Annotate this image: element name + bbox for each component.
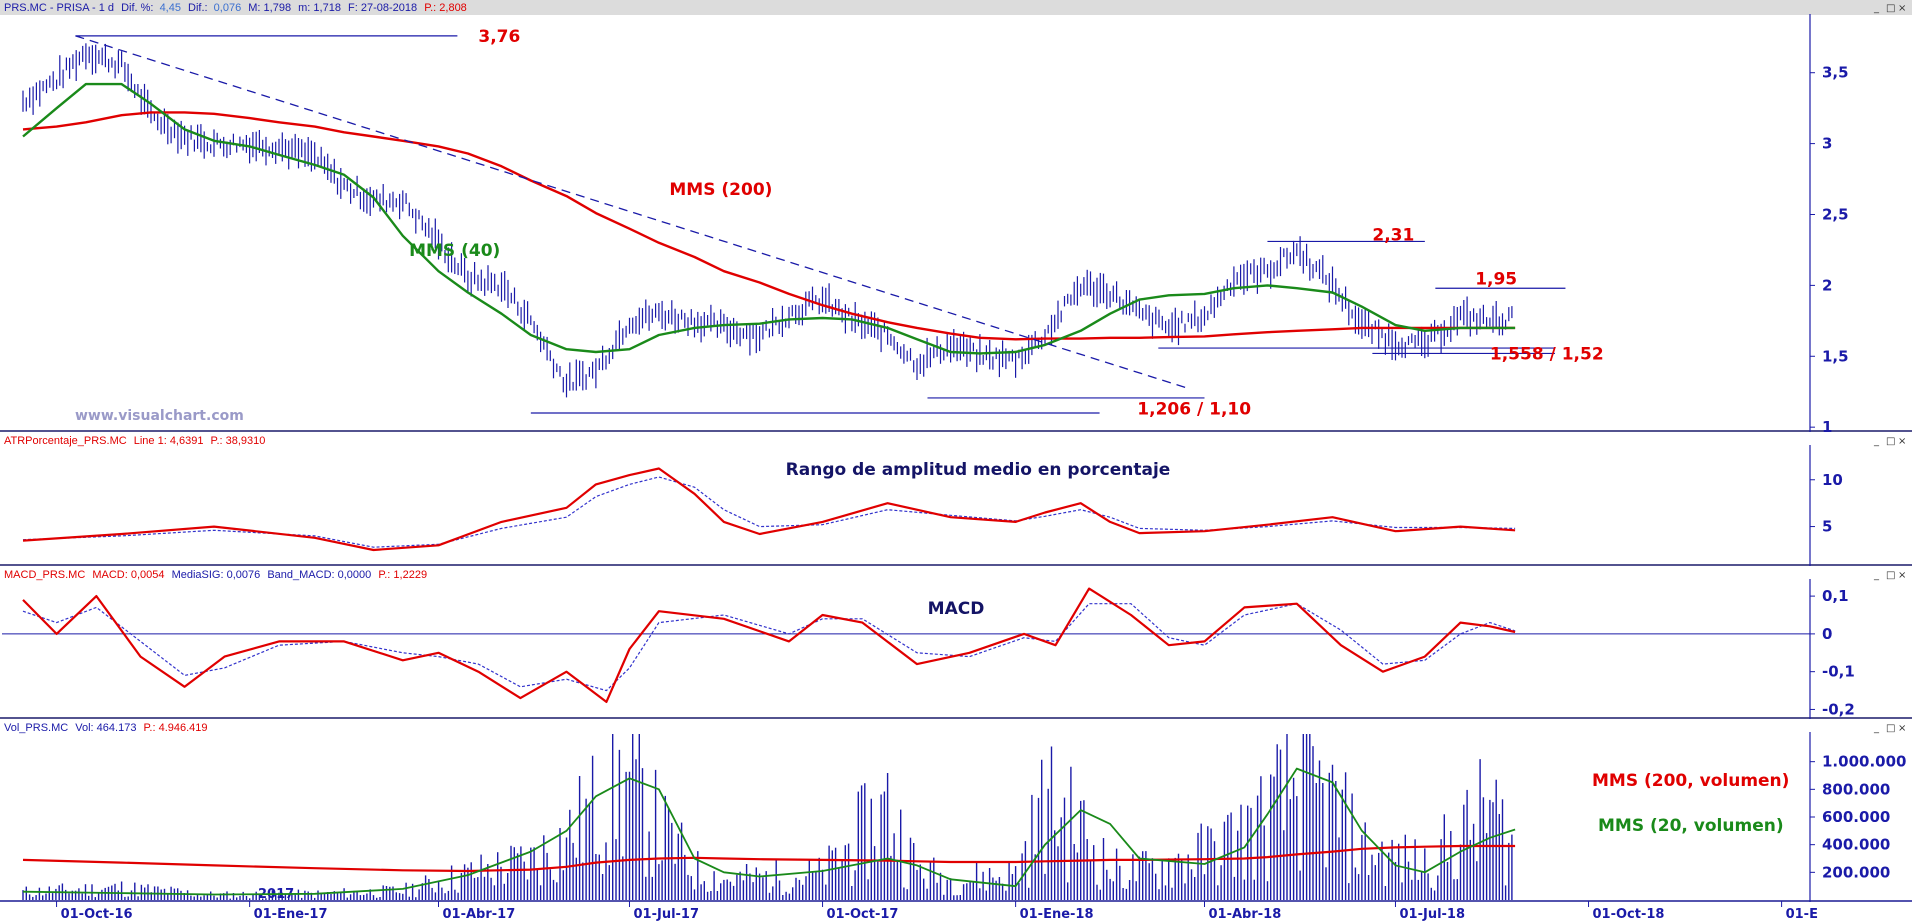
title-strip [0,0,1912,15]
close-icon[interactable]: × [1898,3,1906,14]
price-max: M: 1,798 [248,2,291,14]
x-tick-label: 01-E [1786,907,1818,922]
y-tick-label: 0 [1822,625,1832,643]
price-dif: 0,076 [214,2,242,14]
minimize-icon[interactable]: _ [1873,723,1880,734]
minimize-icon[interactable]: _ [1873,570,1880,581]
price-annotation: MMS (200) [669,180,772,200]
x-tick-label: 01-Ene-17 [254,907,328,922]
macd-sig: MediaSIG: 0,0076 [172,569,261,581]
atr-line [22,467,1516,552]
legend-mms-20-volumen: MMS (20, volumen) [1598,816,1784,836]
macd-value: MACD: 0,0054 [92,569,164,581]
volume-header: Vol_PRS.MC Vol: 464.173 P.: 4.946.419 [4,722,208,734]
atr-signal-line [22,476,1516,548]
y-tick-label: 1 [1822,418,1832,436]
price-symbol: PRS.MC - PRISA - 1 d [4,2,114,14]
downtrend-line [75,35,1190,390]
price-p: P.: 2,808 [424,2,467,14]
atr-title: Rango de amplitud medio en porcentaje [786,460,1171,480]
macd-signal-line [22,603,1516,692]
maximize-icon[interactable]: □ [1886,570,1895,581]
volume-p: P.: 4.946.419 [144,722,208,734]
y-tick-label: 200.000 [1822,863,1890,881]
volume-window-controls: _ □ × [1873,723,1906,734]
close-icon[interactable]: × [1898,723,1906,734]
atr-name: ATRPorcentaje_PRS.MC [4,435,127,447]
legend-mms-200-volumen: MMS (200, volumen) [1592,771,1789,791]
y-tick-label: 0,1 [1822,587,1849,605]
price-annotation: 1,558 / 1,52 [1490,344,1604,364]
macd-header: MACD_PRS.MC MACD: 0,0054 MediaSIG: 0,007… [4,569,427,581]
price-annotation: 2,31 [1372,225,1414,245]
y-tick-label: 1.000.000 [1822,753,1906,771]
chart-marks: 3,5 3 2,5 2 1,5 1 3,76 MMS (200) MMS (40) 2,31 1,9… [0,14,1912,922]
x-tick-label: 01-Jul-18 [1400,907,1466,922]
y-tick-label: 1,5 [1822,347,1849,365]
mms-200-line [22,111,1516,341]
atr-header: ATRPorcentaje_PRS.MC Line 1: 4,6391 P.: … [4,435,265,447]
y-tick-label: 2 [1822,276,1832,294]
maximize-icon[interactable]: □ [1886,3,1895,14]
mms-200-volumen-line [22,844,1516,873]
macd-title: MACD [928,599,985,619]
price-min: m: 1,718 [298,2,341,14]
minimize-icon[interactable]: _ [1873,3,1880,14]
price-window-controls: _ □ × [1873,3,1906,14]
y-tick-label: -0,1 [1822,663,1855,681]
macd-p: P.: 1,2229 [378,569,427,581]
minimize-icon[interactable]: _ [1873,436,1880,447]
atr-line: Line 1: 4,6391 [134,435,204,447]
macd-line [22,587,1516,704]
macd-band: Band_MACD: 0,0000 [267,569,371,581]
y-tick-label: 800.000 [1822,780,1890,798]
y-tick-label: 5 [1822,518,1832,536]
x-tick-label: 01-Oct-18 [1593,907,1665,922]
price-header: PRS.MC - PRISA - 1 d Dif. %: 4,45 Dif.: … [4,2,467,14]
price-annotation: 1,95 [1475,269,1517,289]
x-tick-label: 01-Jul-17 [634,907,700,922]
atr-p: P.: 38,9310 [211,435,266,447]
macd-window-controls: _ □ × [1873,570,1906,581]
maximize-icon[interactable]: □ [1886,723,1895,734]
price-annotation: 3,76 [478,27,520,47]
volume-vol: Vol: 464.173 [75,722,136,734]
close-icon[interactable]: × [1898,436,1906,447]
maximize-icon[interactable]: □ [1886,436,1895,447]
atr-window-controls: _ □ × [1873,436,1906,447]
y-tick-label: 10 [1822,471,1843,489]
x-tick-label: 01-Abr-17 [443,907,516,922]
x-tick-label: 01-Oct-16 [61,907,133,922]
x-tick-label: 01-Ene-18 [1020,907,1094,922]
close-icon[interactable]: × [1898,570,1906,581]
y-tick-label: 2,5 [1822,205,1849,223]
y-tick-label: 400.000 [1822,836,1890,854]
x-tick-label: 01-Oct-17 [827,907,899,922]
y-tick-label: 600.000 [1822,808,1890,826]
mms-40-line [22,82,1516,355]
mms-20-volumen-line [22,767,1516,896]
y-tick-label: 3,5 [1822,64,1849,82]
volume-name: Vol_PRS.MC [4,722,68,734]
price-annotation: 1,206 / 1,10 [1137,400,1251,420]
price-dif-pct-label: Dif. %: [121,2,153,14]
price-annotation: MMS (40) [409,241,500,261]
x-tick-label: 01-Abr-18 [1209,907,1282,922]
price-dif-pct: 4,45 [160,2,181,14]
price-date: F: 27-08-2018 [348,2,417,14]
price-dif-label: Dif.: [188,2,208,14]
y-tick-label: -0,2 [1822,700,1855,718]
y-tick-label: 3 [1822,135,1832,153]
macd-name: MACD_PRS.MC [4,569,85,581]
watermark: www.visualchart.com [75,408,244,424]
